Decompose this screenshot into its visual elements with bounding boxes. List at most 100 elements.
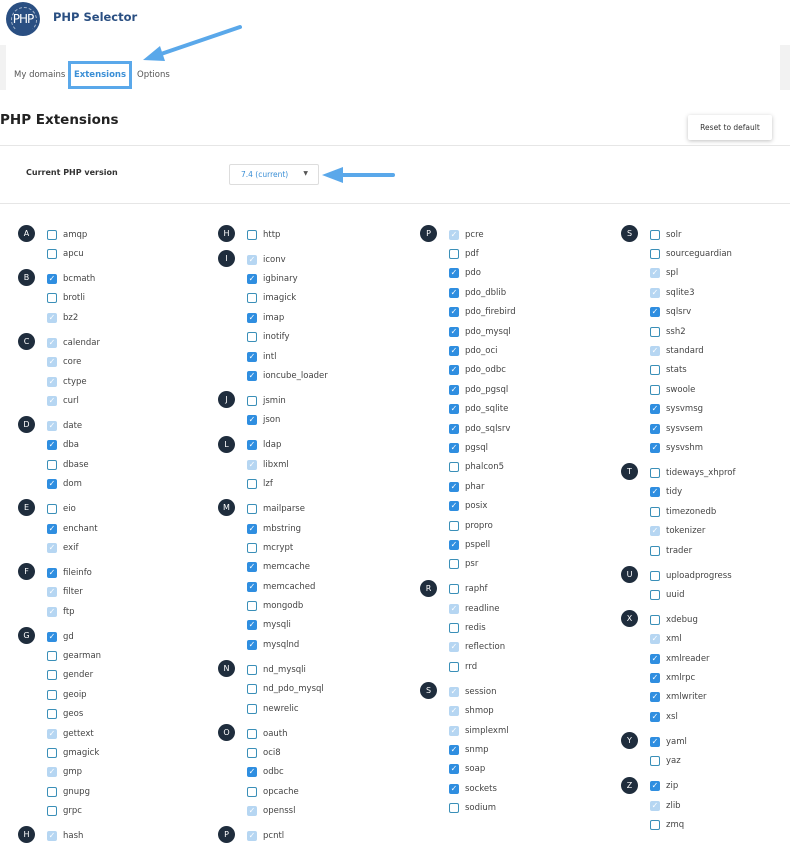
extension-checkbox[interactable] [247, 601, 257, 612]
extension-imap[interactable]: ✓ imap [247, 308, 328, 327]
extension-checkbox[interactable]: ✓ [449, 268, 459, 279]
extension-standard[interactable]: ✓ standard [650, 341, 736, 360]
tab-extensions[interactable]: Extensions [68, 61, 132, 89]
extension-checkbox[interactable] [47, 806, 57, 817]
extension-xmlwriter[interactable]: ✓ xmlwriter [650, 688, 736, 707]
extension-enchant[interactable]: ✓ enchant [47, 519, 101, 538]
extension-checkbox[interactable] [247, 396, 257, 406]
extension-newrelic[interactable]: newrelic [247, 699, 328, 718]
extension-checkbox[interactable]: ✓ [449, 442, 459, 453]
extension-checkbox[interactable]: ✓ [650, 781, 660, 792]
extension-pspell[interactable]: ✓ pspell [449, 535, 516, 554]
extension-gd[interactable]: ✓ gd [47, 627, 101, 646]
extension-checkbox[interactable]: ✓ [449, 307, 459, 318]
extension-date[interactable]: ✓ date [47, 416, 101, 435]
extension-checkbox[interactable] [449, 249, 459, 260]
extension-checkbox[interactable]: ✓ [449, 384, 459, 395]
extension-checkbox[interactable] [449, 559, 459, 570]
extension-spl[interactable]: ✓ spl [650, 264, 736, 283]
extension-pcntl[interactable]: ✓ pcntl [247, 826, 328, 845]
extension-checkbox[interactable] [47, 459, 57, 470]
extension-nd-pdo-mysql[interactable]: nd_pdo_mysql [247, 680, 328, 699]
extension-sockets[interactable]: ✓ sockets [449, 779, 516, 798]
extension-geoip[interactable]: geoip [47, 685, 101, 704]
extension-shmop[interactable]: ✓ shmop [449, 702, 516, 721]
extension-checkbox[interactable]: ✓ [449, 783, 459, 794]
extension-memcache[interactable]: ✓ memcache [247, 558, 328, 577]
extension-checkbox[interactable] [650, 614, 660, 625]
extension-checkbox[interactable]: ✓ [449, 287, 459, 298]
reset-to-default-button[interactable]: Reset to default [688, 115, 772, 140]
extension-ssh2[interactable]: ssh2 [650, 322, 736, 341]
extension-igbinary[interactable]: ✓ igbinary [247, 269, 328, 288]
extension-openssl[interactable]: ✓ openssl [247, 802, 328, 821]
extension-soap[interactable]: ✓ soap [449, 760, 516, 779]
extension-propro[interactable]: propro [449, 516, 516, 535]
extension-pdo-sqlite[interactable]: ✓ pdo_sqlite [449, 400, 516, 419]
extension-checkbox[interactable]: ✓ [247, 440, 257, 451]
extension-oauth[interactable]: oauth [247, 724, 328, 743]
extension-session[interactable]: ✓ session [449, 682, 516, 701]
extension-checkbox[interactable] [247, 229, 257, 240]
extension-checkbox[interactable] [247, 664, 257, 675]
extension-phar[interactable]: ✓ phar [449, 477, 516, 496]
extension-pdo-mysql[interactable]: ✓ pdo_mysql [449, 322, 516, 341]
extension-checkbox[interactable]: ✓ [650, 404, 660, 415]
extension-checkbox[interactable] [247, 684, 257, 695]
tab-options[interactable]: Options [137, 70, 170, 80]
extension-dom[interactable]: ✓ dom [47, 474, 101, 493]
extension-checkbox[interactable]: ✓ [247, 562, 257, 573]
extension-checkbox[interactable] [449, 661, 459, 672]
extension-xsl[interactable]: ✓ xsl [650, 707, 736, 726]
extension-gnupg[interactable]: gnupg [47, 782, 101, 801]
extension-fileinfo[interactable]: ✓ fileinfo [47, 563, 101, 582]
extension-checkbox[interactable] [247, 332, 257, 343]
extension-checkbox[interactable]: ✓ [650, 673, 660, 684]
extension-grpc[interactable]: grpc [47, 802, 101, 821]
extension-gender[interactable]: gender [47, 666, 101, 685]
extension-inotify[interactable]: inotify [247, 328, 328, 347]
extension-lzf[interactable]: lzf [247, 474, 328, 493]
extension-redis[interactable]: redis [449, 618, 516, 637]
extension-oci8[interactable]: oci8 [247, 743, 328, 762]
extension-checkbox[interactable]: ✓ [47, 631, 57, 642]
extension-mailparse[interactable]: mailparse [247, 499, 328, 518]
extension-checkbox[interactable]: ✓ [449, 745, 459, 756]
extension-xml[interactable]: ✓ xml [650, 630, 736, 649]
extension-checkbox[interactable]: ✓ [247, 371, 257, 382]
extension-checkbox[interactable] [247, 728, 257, 739]
extension-checkbox[interactable] [650, 229, 660, 240]
extension-sqlsrv[interactable]: ✓ sqlsrv [650, 303, 736, 322]
extension-checkbox[interactable] [650, 545, 660, 556]
extension-sodium[interactable]: sodium [449, 799, 516, 818]
extension-pdo-odbc[interactable]: ✓ pdo_odbc [449, 361, 516, 380]
extension-checkbox[interactable]: ✓ [247, 274, 257, 285]
extension-checkbox[interactable]: ✓ [247, 767, 257, 778]
extension-checkbox[interactable]: ✓ [650, 307, 660, 318]
extension-yaz[interactable]: yaz [650, 752, 736, 771]
extension-checkbox[interactable]: ✓ [449, 423, 459, 434]
extension-checkbox[interactable] [47, 786, 57, 797]
extension-ctype[interactable]: ✓ ctype [47, 372, 101, 391]
extension-checkbox[interactable]: ✓ [449, 404, 459, 415]
extension-pdo-oci[interactable]: ✓ pdo_oci [449, 341, 516, 360]
extension-checkbox[interactable]: ✓ [650, 736, 660, 747]
extension-raphf[interactable]: raphf [449, 580, 516, 599]
extension-geos[interactable]: geos [47, 705, 101, 724]
extension-rrd[interactable]: rrd [449, 657, 516, 676]
extension-gmagick[interactable]: gmagick [47, 743, 101, 762]
extension-dba[interactable]: ✓ dba [47, 436, 101, 455]
extension-gettext[interactable]: ✓ gettext [47, 724, 101, 743]
extension-checkbox[interactable]: ✓ [247, 523, 257, 534]
extension-mbstring[interactable]: ✓ mbstring [247, 519, 328, 538]
extension-checkbox[interactable] [449, 520, 459, 531]
extension-mysqli[interactable]: ✓ mysqli [247, 616, 328, 635]
extension-simplexml[interactable]: ✓ simplexml [449, 721, 516, 740]
extension-imagick[interactable]: imagick [247, 289, 328, 308]
extension-checkbox[interactable]: ✓ [449, 539, 459, 550]
extension-ldap[interactable]: ✓ ldap [247, 436, 328, 455]
extension-checkbox[interactable]: ✓ [247, 351, 257, 362]
extension-checkbox[interactable] [650, 365, 660, 376]
extension-gearman[interactable]: gearman [47, 646, 101, 665]
extension-eio[interactable]: eio [47, 499, 101, 518]
